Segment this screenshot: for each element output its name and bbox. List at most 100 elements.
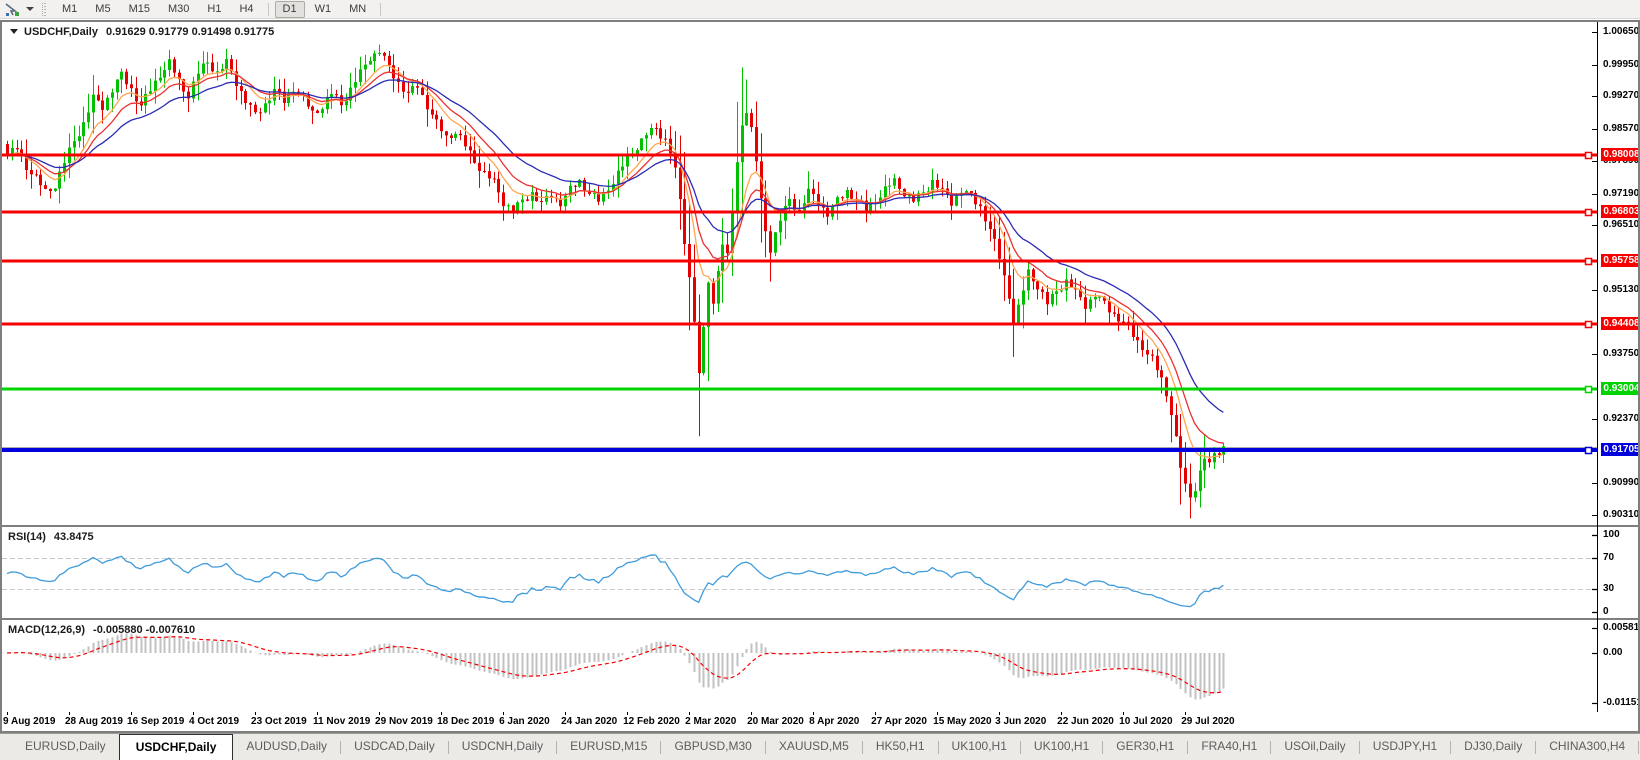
timeframe-button-m30[interactable]: M30 <box>167 2 190 15</box>
price-tick-label: 0.98570 <box>1603 123 1640 135</box>
macd-tick-label: 0.00 <box>1603 647 1623 658</box>
date-label: 24 Jan 2020 <box>561 716 618 727</box>
tab-separator <box>1638 741 1640 754</box>
date-label: 29 Jul 2020 <box>1181 716 1235 727</box>
level-price-label[interactable]: 0.95758 <box>1601 253 1638 267</box>
collapse-chart-icon[interactable] <box>10 29 18 35</box>
time-axis-tick <box>999 712 1000 715</box>
macd-label: MACD(12,26,9) <box>8 624 86 636</box>
level-price-label[interactable]: 0.94408 <box>1601 316 1638 330</box>
chart-tab-usdcad-daily[interactable]: USDCAD,Daily <box>354 739 435 753</box>
time-axis-tick <box>627 712 628 715</box>
chart-header: USDCHF,Daily 0.91629 0.91779 0.91498 0.91… <box>8 26 282 38</box>
chart-window: USDCHF,Daily 0.91629 0.91779 0.91498 0.91… <box>0 20 1640 733</box>
date-label: 23 Oct 2019 <box>251 716 307 727</box>
chart-tab-ger30-h1[interactable]: GER30,H1 <box>1116 739 1175 753</box>
level-price-label[interactable]: 0.91705 <box>1601 442 1638 456</box>
panel-splitter[interactable] <box>2 525 1638 527</box>
timeframe-button-m1[interactable]: M1 <box>62 2 78 15</box>
date-label: 10 Jul 2020 <box>1119 716 1173 727</box>
price-tick-label: 0.97190 <box>1603 187 1640 199</box>
date-label: 4 Oct 2019 <box>189 716 240 727</box>
price-tick-label: 0.90990 <box>1603 477 1640 489</box>
macd-values: -0.005880 -0.007610 <box>93 624 196 636</box>
timeframe-button-d1[interactable]: D1 <box>274 0 305 18</box>
time-axis-tick <box>441 712 442 715</box>
timeframe-button-m15[interactable]: M15 <box>128 2 150 15</box>
chart-symbol-label: USDCHF,Daily <box>24 26 98 38</box>
level-price-label[interactable]: 0.98008 <box>1601 148 1638 162</box>
rsi-tick-label: 0 <box>1603 606 1609 617</box>
tab-separator <box>1358 741 1360 754</box>
date-label: 11 Nov 2019 <box>313 716 371 727</box>
chart-tab-eurusd-m15[interactable]: EURUSD,M15 <box>570 739 648 753</box>
macd-chart-canvas[interactable] <box>2 620 1597 712</box>
panel-splitter[interactable] <box>2 618 1638 620</box>
rsi-header: RSI(14) 43.8475 <box>8 531 102 543</box>
tab-separator <box>1270 741 1272 754</box>
chart-tab-china300-h4[interactable]: CHINA300,H4 <box>1549 739 1626 753</box>
time-axis-tick <box>1061 712 1062 715</box>
price-panel: USDCHF,Daily 0.91629 0.91779 0.91498 0.91… <box>2 22 1638 525</box>
tab-separator <box>861 741 863 754</box>
timeframe-toolbar: M1 M5 M15 M30 H1 H4 D1 W1 MN <box>0 0 1640 19</box>
tab-separator <box>1102 741 1104 754</box>
date-label: 27 Apr 2020 <box>871 716 927 727</box>
tab-separator <box>447 741 449 754</box>
price-chart-canvas[interactable] <box>2 22 1597 525</box>
date-label: 16 Sep 2019 <box>127 716 185 727</box>
level-price-label[interactable]: 0.93004 <box>1601 382 1638 396</box>
time-axis-tick <box>813 712 814 715</box>
chart-tab-hk50-h1[interactable]: HK50,H1 <box>875 739 925 753</box>
rsi-panel: RSI(14) 43.8475 100 70 30 0 <box>2 527 1638 618</box>
tab-separator <box>764 741 766 754</box>
chart-tab-audusd-daily[interactable]: AUDUSD,Daily <box>246 739 328 753</box>
time-axis-tick <box>565 712 566 715</box>
date-label: 20 Mar 2020 <box>747 716 804 727</box>
chart-tab-uk100-h1[interactable]: UK100,H1 <box>1033 739 1090 753</box>
chart-tab-xauusd-m5[interactable]: XAUUSD,M5 <box>778 739 849 753</box>
time-axis-tick <box>7 712 8 715</box>
time-axis-tick <box>875 712 876 715</box>
chart-tab-gbpusd-m30[interactable]: GBPUSD,M30 <box>674 739 752 753</box>
toolbar-separator <box>267 2 269 16</box>
chart-tab-fra40-h1[interactable]: FRA40,H1 <box>1201 739 1258 753</box>
chart-tab-uk100-h1[interactable]: UK100,H1 <box>951 739 1007 753</box>
time-axis-tick <box>317 712 318 715</box>
cursor-dropdown-arrow-icon[interactable] <box>26 7 34 11</box>
macd-header: MACD(12,26,9) -0.005880 -0.007610 <box>8 624 203 636</box>
tab-separator <box>660 741 662 754</box>
toolbar-grip-handle[interactable] <box>42 2 47 16</box>
time-axis[interactable]: 9 Aug 2019 28 Aug 2019 16 Sep 2019 4 Oct 20… <box>2 712 1638 731</box>
tab-separator <box>937 741 939 754</box>
time-axis-tick <box>1123 712 1124 715</box>
chart-tab-usdchf-daily[interactable]: USDCHF,Daily <box>118 734 234 760</box>
time-axis-tick <box>379 712 380 715</box>
time-axis-tick <box>193 712 194 715</box>
chart-tab-usdcnh-daily[interactable]: USDCNH,Daily <box>461 739 544 753</box>
timeframe-button-h1[interactable]: H1 <box>207 2 222 15</box>
rsi-value: 43.8475 <box>53 531 94 543</box>
macd-panel: MACD(12,26,9) -0.005880 -0.007610 0.00581… <box>2 620 1638 712</box>
price-tick-label: 0.93750 <box>1603 348 1640 360</box>
timeframe-button-m5[interactable]: M5 <box>95 2 111 15</box>
tab-separator <box>556 741 558 754</box>
level-price-label[interactable]: 0.96803 <box>1601 204 1638 218</box>
tab-separator <box>340 741 342 754</box>
chart-cursor-icon[interactable] <box>4 2 22 17</box>
chart-ohlc-values: 0.91629 0.91779 0.91498 0.91775 <box>105 26 275 38</box>
chart-tab-dj30-daily[interactable]: DJ30,Daily <box>1464 739 1523 753</box>
tab-separator <box>1187 741 1189 754</box>
chart-tab-usoil-daily[interactable]: USOil,Daily <box>1284 739 1346 753</box>
time-axis-tick <box>937 712 938 715</box>
macd-tick-label: 0.005818 <box>1603 621 1640 633</box>
chart-tab-eurusd-daily[interactable]: EURUSD,Daily <box>25 739 106 753</box>
chart-tab-usdjpy-h1[interactable]: USDJPY,H1 <box>1372 739 1438 753</box>
date-label: 29 Nov 2019 <box>375 716 433 727</box>
rsi-chart-canvas[interactable] <box>2 527 1597 618</box>
timeframe-button-mn[interactable]: MN <box>349 2 367 15</box>
date-label: 9 Aug 2019 <box>3 716 56 727</box>
date-label: 22 Jun 2020 <box>1057 716 1114 727</box>
timeframe-button-h4[interactable]: H4 <box>239 2 254 15</box>
timeframe-button-w1[interactable]: W1 <box>314 2 332 15</box>
